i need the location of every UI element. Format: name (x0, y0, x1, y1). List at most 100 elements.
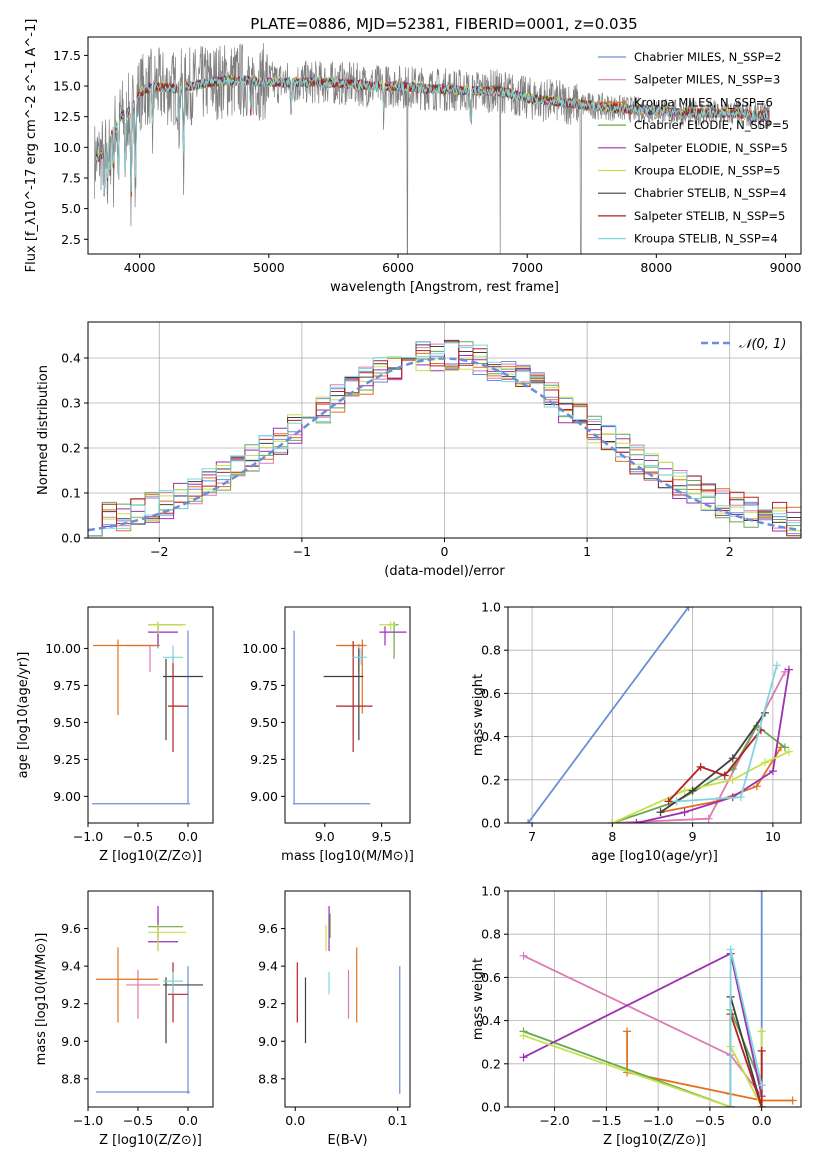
errorbar-point (168, 962, 188, 1023)
x-tick-label: −1.5 (591, 1113, 621, 1128)
y-tick-label: 9.6 (258, 921, 278, 936)
mass-weight-marker (757, 891, 766, 895)
panel-5: −1.0 −0.5 0.0 8.8 9.0 9.2 9.4 9.6 Z [log10(Z/Z⊙)… (34, 890, 214, 1148)
y-tick-label: 9.0 (258, 1034, 278, 1049)
plot-area-4 (524, 607, 793, 823)
y-tick-label: 8.8 (258, 1071, 278, 1086)
x-tick-label: 9000 (770, 260, 802, 275)
mass-weight-marker (780, 667, 789, 676)
ticks-5: −1.0 −0.5 0.0 8.8 9.0 9.2 9.4 9.6 (61, 921, 198, 1128)
y-tick-label: 9.25 (250, 752, 278, 767)
errorbar-point (387, 621, 399, 659)
y-tick-label: 7.5 (61, 170, 81, 185)
errorbar-point (292, 630, 371, 805)
spectrum-legend: Chabrier MILES, N_SSP=2 Salpeter MILES, N… (598, 50, 789, 246)
x-tick-label: 7000 (511, 260, 543, 275)
mass-weight-marker (623, 1027, 632, 1036)
panel-3: 9.0 9.5 9.00 9.25 9.50 9.75 10.00 mass [log10(M… (242, 606, 414, 864)
x-tick-label: −2.0 (539, 1113, 569, 1128)
axes-frame (87, 321, 802, 539)
x-tick-label: 6000 (382, 260, 414, 275)
y-tick-label: 9.4 (61, 959, 81, 974)
y-tick-label: 10.00 (242, 641, 278, 656)
panel-1: −2 −1 0 1 2 0.0 0.1 0.2 0.3 0.4 (data-model)/error… (36, 321, 802, 579)
y-tick-label: 9.2 (61, 996, 81, 1011)
y-tick-label: 9.50 (53, 715, 81, 730)
y-tick-label: 9.75 (250, 678, 278, 693)
y-tick-label: 9.75 (53, 678, 81, 693)
errorbar-point (148, 924, 186, 952)
y-tick-label: 0.2 (481, 772, 501, 787)
x-tick-label: 2 (726, 544, 734, 559)
normal-reference-curve (88, 357, 801, 532)
mass-weight-marker (772, 661, 781, 670)
plot-area-1 (88, 339, 801, 537)
y-tick-label: 1.0 (481, 884, 501, 899)
mass-weight-marker (684, 607, 693, 611)
mass-weight-marker (736, 793, 745, 802)
errorbar-point (126, 969, 160, 1019)
y-tick-label: 0.1 (61, 486, 81, 501)
errorbar-point (379, 621, 396, 631)
errorbar-point (93, 639, 158, 715)
plot-area-7 (519, 891, 797, 1107)
x-axis-label: Z [log10(Z/Z⊙)] (603, 1133, 706, 1148)
x-tick-label: −1.0 (73, 1113, 103, 1128)
x-tick-label: 10 (765, 829, 781, 844)
ticks-4: 7 8 9 10 0.0 0.2 0.4 0.6 0.8 1.0 (481, 600, 781, 845)
x-tick-label: 5000 (253, 260, 285, 275)
mass-weight-line (527, 607, 690, 823)
mass-weight-marker (720, 771, 729, 780)
errorbar-point (148, 626, 178, 646)
axes-frame (87, 606, 214, 824)
mass-weight-marker (757, 1046, 766, 1055)
errorbar-point (163, 977, 203, 1044)
mass-weight-marker (726, 945, 735, 954)
axes-frame (507, 890, 802, 1108)
x-tick-label: −1 (293, 544, 311, 559)
legend-label: Salpeter ELODIE, N_SSP=5 (634, 141, 788, 155)
x-axis-label: age [log10(age/yr)] (591, 849, 718, 864)
legend-label: Kroupa MILES, N_SSP=6 (634, 95, 773, 109)
residual-histogram (88, 342, 801, 537)
mass-weight-marker (752, 782, 761, 791)
ticks-0: 4000 5000 6000 7000 8000 9000 2.5 5.0 7.5 10.0 12.… (53, 48, 801, 275)
y-axis-label: Normed distribution (36, 365, 51, 495)
y-axis-label: Flux [f_λ10^-17 erg cm^-2 s^-1 A^-1] (24, 19, 39, 273)
mass-weight-marker (519, 951, 528, 960)
x-tick-label: −0.5 (123, 829, 153, 844)
mass-weight-marker (784, 747, 793, 756)
y-tick-label: 15.0 (53, 79, 81, 94)
panel-0: 4000 5000 6000 7000 8000 9000 2.5 5.0 7.5 10.0 12.… (24, 19, 802, 295)
mass-weight-marker (519, 1031, 528, 1040)
y-tick-label: 17.5 (53, 48, 81, 63)
y-tick-label: 9.00 (250, 789, 278, 804)
mass-weight-line (659, 712, 766, 813)
y-tick-label: 0.2 (481, 1056, 501, 1071)
mass-weight-marker (664, 797, 673, 806)
legend-label: Chabrier STELIB, N_SSP=4 (634, 186, 786, 200)
errorbar-point (163, 971, 183, 995)
model-spectrum (95, 75, 770, 197)
ticks-6: 0.0 0.1 8.8 9.0 9.2 9.4 9.6 (258, 921, 408, 1128)
mass-weight-line (636, 669, 790, 823)
mass-weight-line (667, 729, 762, 803)
axes-frame (87, 36, 802, 255)
legend-label: Chabrier MILES, N_SSP=2 (634, 50, 781, 64)
y-tick-label: 0.4 (481, 1013, 501, 1028)
legend-label: Salpeter STELIB, N_SSP=5 (634, 209, 785, 223)
spectrum-title: PLATE=0886, MJD=52381, FIBERID=0001, z=0… (250, 15, 637, 33)
y-tick-label: 10.0 (53, 140, 81, 155)
mass-weight-marker (519, 1053, 528, 1062)
x-tick-label: 4000 (124, 260, 156, 275)
plot-area-0 (94, 43, 771, 254)
mass-weight-marker (688, 786, 697, 795)
y-tick-label: 8.8 (61, 1071, 81, 1086)
x-tick-label: 0.0 (178, 1113, 198, 1128)
x-axis-label: mass [log10(M/M⊙)] (281, 849, 414, 864)
errorbar-point (148, 621, 183, 649)
x-tick-label: 0 (441, 544, 449, 559)
y-tick-label: 9.50 (250, 715, 278, 730)
errorbar-point (148, 906, 178, 952)
